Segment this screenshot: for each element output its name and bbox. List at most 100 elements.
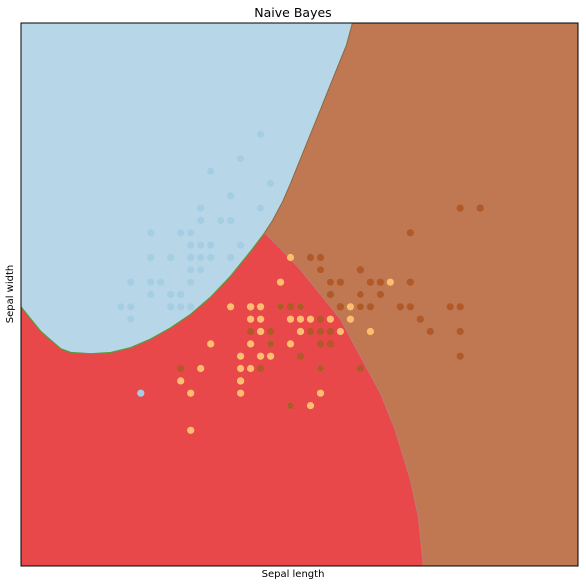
data-point-s0-15 [257, 130, 265, 138]
data-point-s1-10 [187, 426, 195, 434]
data-point-s2-47 [336, 303, 344, 311]
data-point-s2-19 [286, 402, 295, 410]
boundary-versicolor-virginica [264, 232, 424, 567]
data-point-s0-27 [207, 241, 215, 249]
region-setosa [21, 23, 353, 354]
data-point-s2-42 [267, 340, 275, 348]
data-point-s0-16 [227, 192, 235, 200]
data-point-s1-24 [326, 315, 334, 323]
data-point-s2-29 [406, 303, 414, 311]
data-point-s0-37 [177, 229, 185, 237]
data-point-s2-12 [366, 303, 374, 311]
data-point-s1-28 [286, 315, 295, 323]
data-point-s0-30 [167, 290, 175, 299]
data-point-s2-21 [247, 327, 255, 336]
data-point-s0-49 [187, 266, 195, 274]
data-point-s0-48 [217, 216, 225, 225]
data-point-s0-33 [237, 155, 245, 163]
data-point-s1-44 [247, 340, 255, 348]
data-point-s1-23 [296, 327, 305, 336]
data-point-s2-11 [326, 340, 334, 348]
data-point-s1-18 [306, 402, 315, 410]
data-point-s2-27 [296, 303, 305, 311]
data-point-s0-28 [207, 253, 215, 262]
data-point-s1-33 [286, 340, 295, 348]
data-point-s1-0 [386, 278, 394, 286]
data-point-s1-8 [346, 315, 354, 323]
data-point-s2-43 [366, 278, 374, 286]
data-point-s1-31 [237, 377, 245, 385]
data-point-s0-24 [167, 253, 175, 262]
data-point-s2-18 [456, 352, 464, 360]
y-axis-label: Sepal width [5, 264, 16, 324]
data-point-s0-25 [187, 303, 195, 311]
data-point-s0-34 [177, 290, 185, 299]
data-point-s2-31 [476, 204, 484, 212]
data-point-s1-35 [286, 253, 295, 262]
data-point-s0-38 [127, 303, 135, 311]
data-point-s2-37 [326, 290, 334, 299]
data-point-s0-23 [197, 266, 205, 274]
data-point-s2-2 [396, 303, 404, 311]
data-point-s1-20 [276, 278, 285, 286]
data-point-s1-4 [336, 327, 344, 336]
data-point-s1-29 [257, 352, 265, 360]
region-versicolor [21, 232, 424, 567]
data-point-s0-35 [187, 278, 195, 286]
data-point-s2-34 [296, 352, 305, 360]
data-point-s0-8 [127, 315, 135, 323]
data-point-s1-39 [237, 364, 245, 373]
data-point-s2-49 [276, 303, 285, 311]
data-point-s0-1 [177, 303, 185, 311]
data-point-s2-41 [376, 290, 384, 299]
data-point-s1-45 [257, 303, 265, 311]
data-point-s2-20 [376, 278, 384, 286]
data-point-s2-9 [406, 229, 414, 237]
data-point-s2-3 [316, 315, 325, 323]
data-point-s2-44 [356, 266, 364, 274]
data-point-s2-22 [456, 327, 464, 336]
data-point-s0-4 [187, 229, 195, 237]
data-point-s0-36 [237, 241, 245, 249]
data-point-s2-26 [306, 327, 315, 336]
data-point-s1-26 [366, 327, 374, 336]
data-point-s1-19 [247, 364, 255, 373]
data-point-s2-48 [306, 253, 315, 262]
data-point-s2-33 [316, 327, 325, 336]
data-point-s1-3 [237, 389, 245, 397]
data-point-s2-45 [356, 303, 364, 311]
data-point-s2-36 [316, 253, 325, 262]
data-point-s0-29 [157, 278, 165, 286]
chart-title: Naive Bayes [254, 5, 332, 20]
data-point-s1-25 [346, 303, 354, 311]
data-point-s2-6 [177, 364, 185, 373]
data-point-s2-30 [426, 327, 434, 336]
data-point-s0-26 [187, 253, 195, 262]
data-point-s2-32 [326, 327, 334, 336]
data-point-s0-14 [267, 179, 275, 187]
data-point-s1-14 [247, 315, 255, 323]
boundary-setosa-versicolor [20, 232, 266, 355]
data-point-s2-7 [416, 315, 424, 323]
data-point-s1-34 [227, 303, 235, 311]
data-point-s1-7 [177, 377, 185, 385]
plot-frame [20, 22, 579, 567]
data-point-s0-3 [147, 290, 155, 299]
data-point-s2-0 [316, 266, 325, 274]
data-point-s0-46 [197, 204, 205, 212]
data-point-s2-8 [356, 364, 364, 373]
data-point-s0-21 [197, 216, 205, 225]
data-point-s2-23 [316, 340, 325, 348]
data-point-s1-46 [257, 315, 265, 323]
data-point-s0-18 [257, 204, 265, 212]
data-point-s0-41 [137, 389, 145, 397]
data-point-s2-10 [336, 278, 344, 286]
data-point-s2-5 [446, 303, 454, 311]
data-point-s1-38 [247, 303, 255, 311]
data-point-s2-13 [257, 364, 265, 373]
data-point-s2-25 [406, 278, 414, 286]
data-point-s1-49 [257, 327, 265, 336]
data-point-s0-45 [167, 303, 175, 311]
data-point-s0-17 [197, 241, 205, 249]
